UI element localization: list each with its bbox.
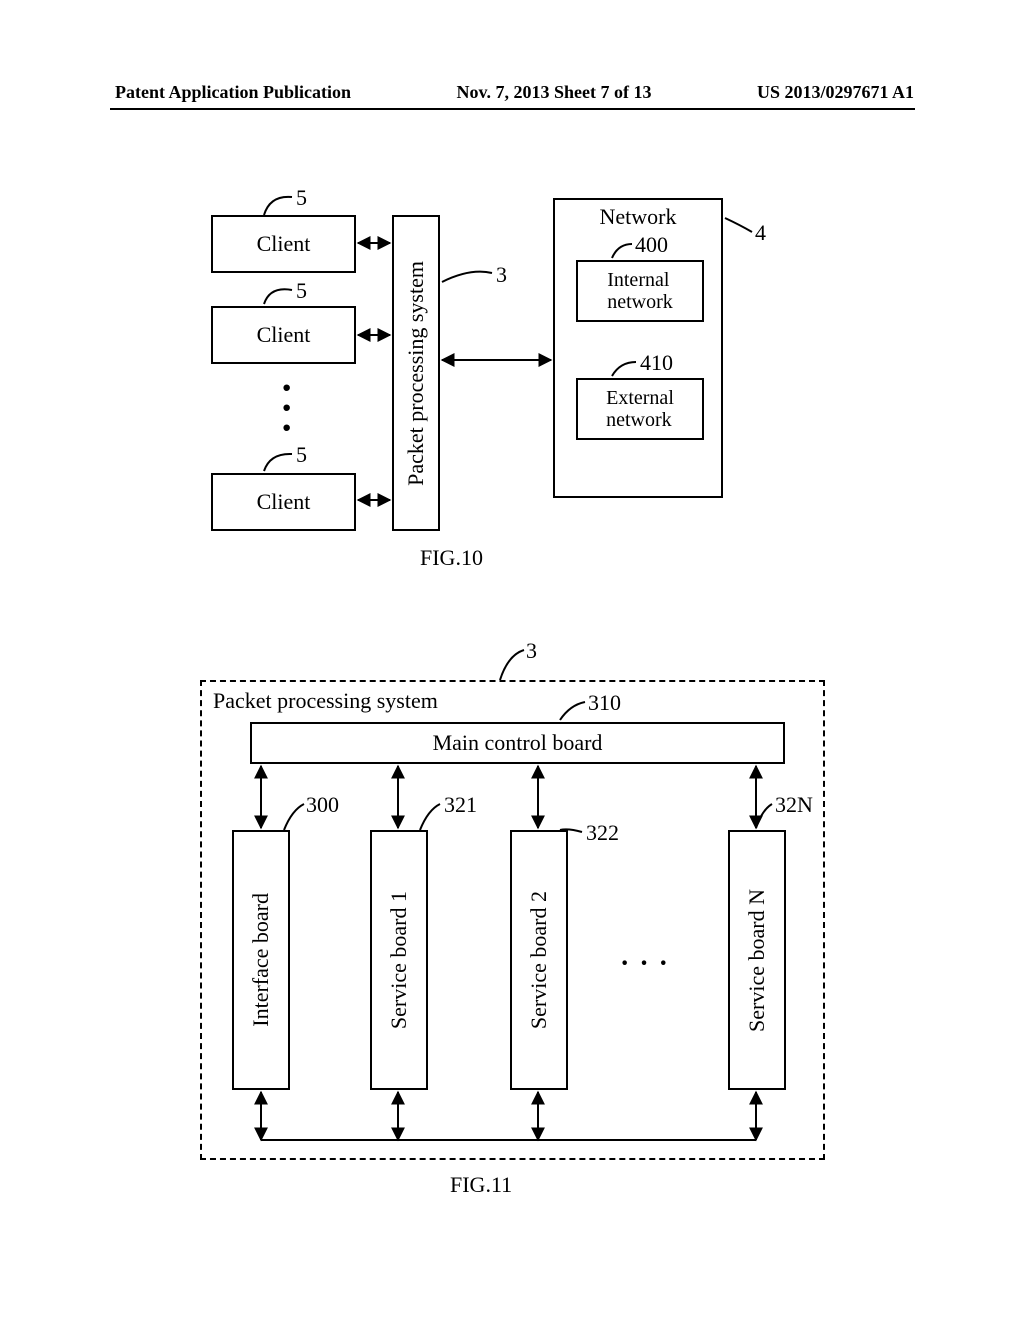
fig11-connectors xyxy=(0,0,1024,1320)
